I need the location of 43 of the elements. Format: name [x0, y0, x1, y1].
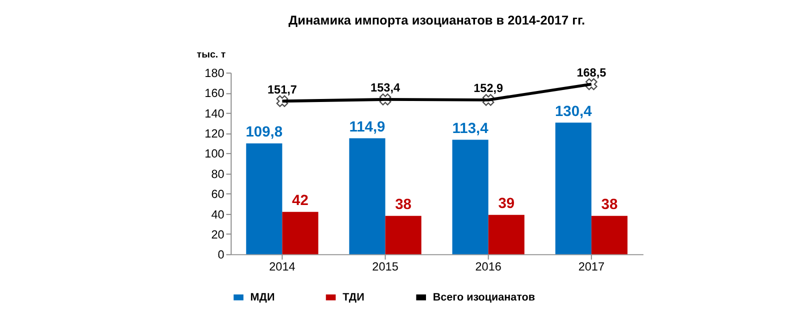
- data-label: 151,7: [267, 83, 298, 96]
- bar: [591, 216, 628, 254]
- y-tick-label: 120: [204, 128, 225, 141]
- y-tick-label: 20: [211, 228, 225, 242]
- y-tick-label: 140: [204, 107, 225, 120]
- bar: [385, 216, 422, 254]
- y-axis-title: тыс. т: [196, 49, 226, 60]
- data-label: 42: [292, 192, 308, 209]
- bar: [282, 212, 318, 254]
- legend-label: Всего изоцианатов: [432, 291, 536, 304]
- y-tick-label: 60: [211, 188, 225, 202]
- x-tick-label: 2014: [269, 260, 296, 274]
- y-tick-label: 180: [204, 67, 225, 80]
- legend-label: ТДИ: [342, 291, 365, 304]
- point: [379, 94, 392, 106]
- data-label: 114,9: [349, 119, 386, 136]
- bar: [246, 143, 282, 254]
- y-tick-label: 0: [218, 248, 225, 262]
- x-tick-label: 2015: [372, 260, 399, 274]
- y-tick-label: 160: [204, 87, 225, 100]
- legend-label: МДИ: [250, 291, 275, 304]
- data-label: 130,4: [554, 104, 593, 120]
- point: [586, 78, 598, 90]
- data-label: 109,8: [246, 124, 283, 141]
- data-label: 39: [498, 196, 515, 212]
- chart-title: Динамика импорта изоцианатов в 2014-2017 гг.: [288, 12, 586, 28]
- data-label: 38: [395, 196, 412, 213]
- bar: [488, 214, 524, 254]
- bar: [555, 122, 592, 254]
- x-tick-label: 2016: [475, 260, 502, 274]
- y-tick-label: 40: [211, 208, 225, 222]
- data-label: 38: [601, 196, 618, 213]
- bar: [349, 138, 386, 254]
- y-tick-label: 100: [204, 148, 225, 161]
- bar: [452, 140, 488, 254]
- point: [482, 94, 494, 106]
- data-label: 168,5: [576, 66, 607, 80]
- y-tick-label: 80: [211, 168, 225, 181]
- point: [276, 95, 288, 108]
- x-tick-label: 2017: [578, 260, 605, 274]
- data-label: 153,4: [370, 82, 400, 95]
- data-label: 113,4: [452, 120, 490, 137]
- data-label: 152,9: [474, 82, 504, 96]
